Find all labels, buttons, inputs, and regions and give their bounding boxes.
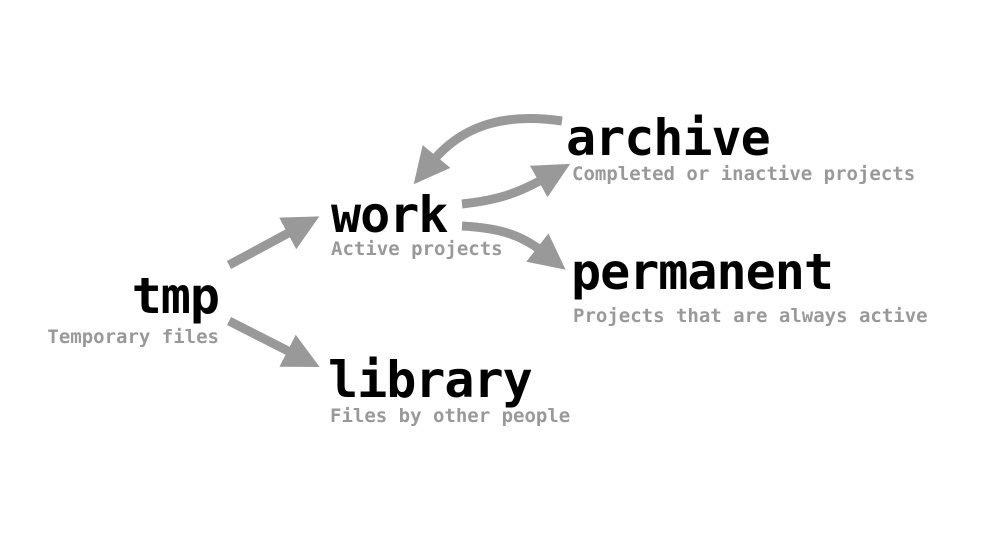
arrow-work-to-permanent	[461, 221, 566, 270]
node-subtitle: Completed or inactive projects	[572, 163, 916, 185]
node-archive: archive Completed or inactive projects	[566, 113, 915, 184]
node-title: archive	[566, 109, 771, 167]
node-work: work Active projects	[331, 190, 503, 259]
node-subtitle: Active projects	[331, 238, 503, 260]
node-title: work	[331, 186, 448, 244]
arrow-work-to-archive	[461, 163, 571, 209]
node-title: tmp	[131, 267, 220, 325]
arrow-archive-to-work	[413, 114, 563, 185]
node-tmp: tmp Temporary files	[47, 267, 220, 348]
node-title: library	[328, 351, 533, 409]
node-subtitle: Files by other people	[330, 405, 571, 427]
node-subtitle: Temporary files	[47, 326, 219, 348]
node-subtitle: Projects that are always active	[573, 305, 928, 327]
arrow-tmp-to-library	[226, 316, 320, 368]
node-library: library Files by other people	[328, 355, 570, 426]
arrow-tmp-to-work	[226, 216, 320, 269]
node-title: permanent	[571, 243, 834, 301]
node-permanent: permanent Projects that are always activ…	[571, 247, 928, 326]
